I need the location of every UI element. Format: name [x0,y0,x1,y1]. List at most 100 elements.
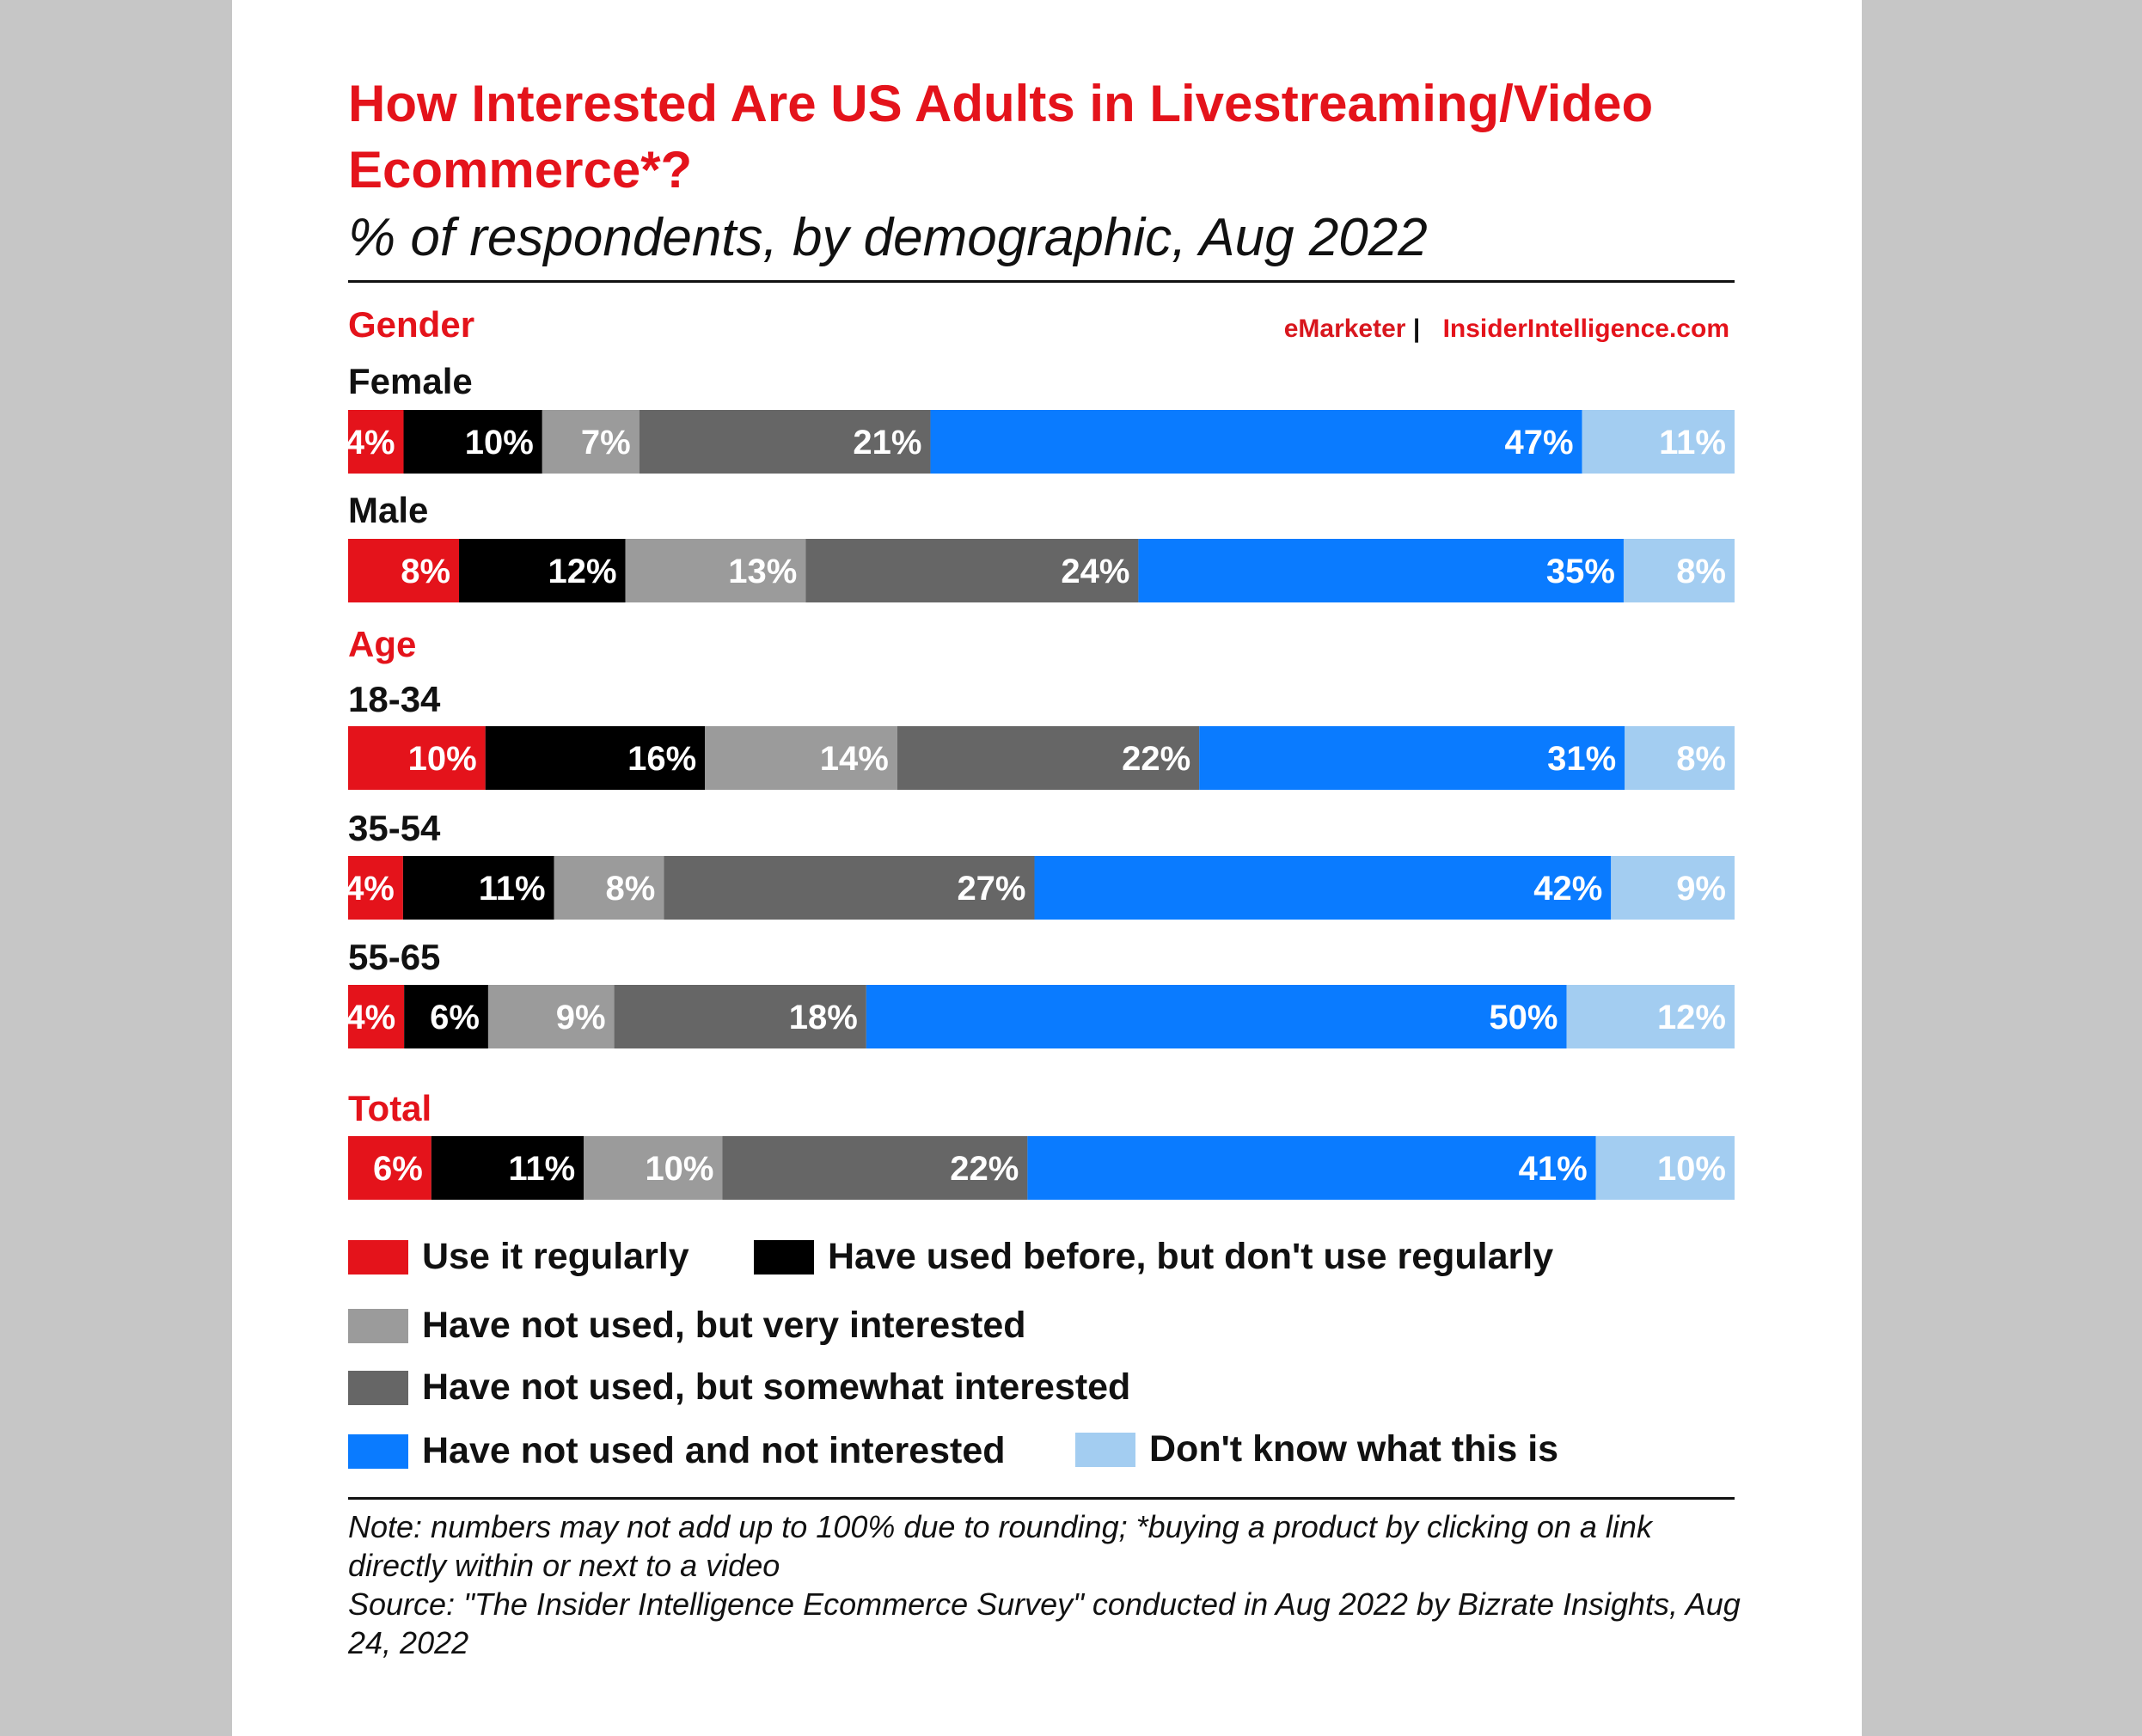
bar-segment-total-somewhat-interested [722,1136,1028,1200]
legend-item-dont-know: Don't know what this is [1075,1428,1558,1470]
data-label-35-54-used-before: 11% [479,870,546,908]
bar-segment-35-54-somewhat-interested [664,856,1035,920]
legend-label-somewhat-interested: Have not used, but somewhat interested [422,1366,1131,1408]
row-label-18-34: 18-34 [348,679,441,719]
group-label-total: Total [348,1088,432,1128]
footnote-source: Source: "The Insider Intelligence Ecomme… [348,1586,1741,1660]
bar-segment-18-34-very-interested [705,726,897,790]
data-label-18-34-dont-know: 8% [1676,740,1726,778]
data-label-total-not-interested: 41% [1519,1150,1588,1188]
bar-segment-female-not-interested [930,410,1582,474]
legend-item-use-regularly: Use it regularly [348,1236,689,1278]
bar-segment-total-not-interested [1027,1136,1596,1200]
brand-emarketer: eMarketer [1283,315,1406,343]
data-label-55-65-dont-know: 12% [1657,999,1726,1036]
bar-segment-35-54-not-interested [1034,856,1612,920]
data-label-35-54-somewhat-interested: 27% [957,870,1025,908]
legend-label-very-interested: Have not used, but very interested [422,1305,1026,1346]
data-label-55-65-not-interested: 50% [1489,999,1558,1036]
legend-label-use-regularly: Use it regularly [422,1236,689,1277]
data-label-total-use-regularly: 6% [373,1150,423,1188]
bar-segment-55-65-very-interested [487,985,615,1048]
bar-segment-55-65-dont-know [1566,985,1735,1048]
data-label-55-65-very-interested: 9% [556,999,606,1036]
data-label-female-not-interested: 47% [1505,424,1574,462]
data-label-55-65-use-regularly: 4% [346,999,395,1036]
legend-swatch-not-interested [348,1433,408,1469]
legend-label-dont-know: Don't know what this is [1149,1428,1559,1470]
bar-segment-35-54-dont-know [1611,856,1735,920]
data-label-55-65-used-before: 6% [430,999,480,1036]
data-label-female-used-before: 10% [465,424,534,462]
row-label-55-65: 55-65 [348,937,441,977]
bar-segment-18-34-not-interested [1199,726,1625,790]
bar-segment-female-dont-know [1582,410,1735,474]
legend-label-not-interested: Have not used and not interested [422,1430,1006,1471]
row-label-male: Male [348,490,429,530]
data-label-18-34-used-before: 16% [627,740,696,778]
bar-segment-55-65-somewhat-interested [614,985,866,1048]
data-label-total-used-before: 11% [508,1150,575,1188]
chart-title: How Interested Are US Adults in Livestre… [348,75,1654,199]
bar-segment-35-54-very-interested [554,856,664,920]
bar-segment-18-34-use-regularly [348,726,486,790]
bar-segment-total-use-regularly [348,1136,431,1200]
data-label-18-34-somewhat-interested: 22% [1122,740,1190,778]
legend-item-not-interested: Have not used and not interested [348,1430,1006,1472]
bar-segment-male-use-regularly [348,539,460,602]
data-label-male-very-interested: 13% [728,553,797,590]
data-label-male-use-regularly: 8% [401,553,450,590]
data-label-total-very-interested: 10% [645,1150,713,1188]
data-label-18-34-use-regularly: 10% [408,740,477,778]
data-label-18-34-very-interested: 14% [820,740,889,778]
bar-segment-female-somewhat-interested [639,410,931,474]
data-label-55-65-somewhat-interested: 18% [789,999,858,1036]
legend-item-very-interested: Have not used, but very interested [348,1305,1026,1347]
data-label-35-54-not-interested: 42% [1533,870,1602,908]
footnote: Note: numbers may not add up to 100% due… [348,1507,1741,1662]
bar-segment-total-very-interested [584,1136,723,1200]
row-label-35-54: 35-54 [348,808,441,848]
bar-segment-55-65-use-regularly [348,985,405,1048]
bar-segment-55-65-not-interested [866,985,1567,1048]
data-label-female-very-interested: 7% [581,424,631,462]
group-label-gender: Gender [348,304,475,345]
legend-item-used-before: Have used before, but don't use regularl… [754,1236,1553,1278]
bar-segment-female-very-interested [542,410,640,474]
data-label-male-somewhat-interested: 24% [1061,553,1129,590]
data-label-male-dont-know: 8% [1676,553,1726,590]
bar-segment-male-not-interested [1138,539,1624,602]
bar-segment-35-54-use-regularly [348,856,403,920]
bar-segment-18-34-dont-know [1625,726,1735,790]
brand-separator: | [1412,315,1421,343]
bar-segment-male-dont-know [1623,539,1735,602]
bar-segment-18-34-somewhat-interested [897,726,1200,790]
top-rule [348,280,1735,283]
legend-swatch-use-regularly [348,1239,408,1274]
data-label-35-54-use-regularly: 4% [345,870,395,908]
footnote-note: Note: numbers may not add up to 100% due… [348,1509,1652,1583]
legend-item-somewhat-interested: Have not used, but somewhat interested [348,1366,1130,1409]
bar-segment-female-use-regularly [348,410,404,474]
data-label-35-54-dont-know: 9% [1676,870,1726,908]
data-label-male-not-interested: 35% [1546,553,1615,590]
bar-segment-male-somewhat-interested [805,539,1139,602]
bar-segment-total-used-before [431,1136,584,1200]
brand-credit: eMarketer | InsiderIntelligence.com [1284,315,1729,344]
bar-segment-female-used-before [403,410,542,474]
legend-swatch-used-before [754,1239,814,1274]
brand-insiderintelligence[interactable]: InsiderIntelligence.com [1442,315,1729,343]
data-label-female-dont-know: 11% [1659,424,1726,462]
data-label-total-somewhat-interested: 22% [950,1150,1019,1188]
bar-segment-18-34-used-before [485,726,706,790]
legend-label-used-before: Have used before, but don't use regularl… [828,1236,1554,1277]
row-label-female: Female [348,361,473,401]
bar-segment-male-used-before [459,539,626,602]
data-label-female-somewhat-interested: 21% [853,424,921,462]
bar-segment-55-65-used-before [404,985,488,1048]
data-label-female-use-regularly: 4% [346,424,395,462]
bar-segment-total-dont-know [1595,1136,1735,1200]
group-label-age: Age [348,624,417,664]
legend-swatch-very-interested [348,1308,408,1343]
